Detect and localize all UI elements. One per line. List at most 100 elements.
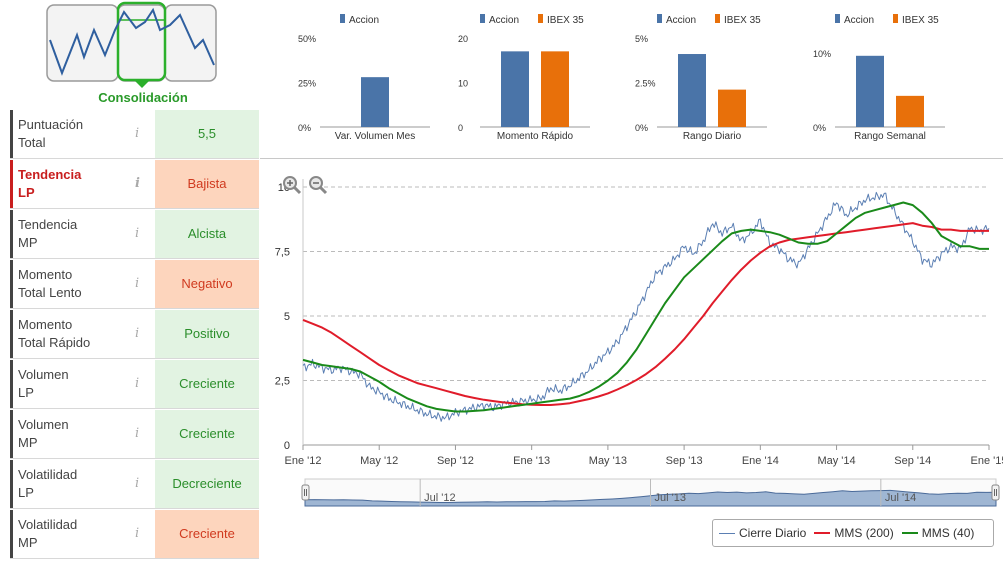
bar bbox=[501, 51, 529, 127]
legend-label: Accion bbox=[349, 15, 379, 26]
series-line bbox=[302, 191, 990, 422]
info-icon[interactable]: i bbox=[135, 376, 140, 391]
bar bbox=[718, 89, 746, 127]
indicator-name-line: Volumen bbox=[18, 417, 69, 432]
legend-swatch bbox=[835, 14, 840, 23]
indicator-row: Volumen MP i Creciente bbox=[10, 410, 259, 459]
navigator-label: Jul '12 bbox=[424, 492, 455, 504]
info-icon[interactable]: i bbox=[135, 526, 140, 541]
indicator-name: Momento Total Lento i bbox=[10, 260, 155, 308]
indicator-value: Negativo bbox=[155, 260, 259, 308]
x-tick-label: Sep '12 bbox=[437, 455, 474, 467]
info-icon[interactable]: i bbox=[135, 426, 140, 441]
phase-box-2[interactable] bbox=[117, 4, 166, 82]
legend-label: Accion bbox=[844, 15, 874, 26]
legend-line bbox=[719, 532, 735, 534]
info-icon[interactable]: i bbox=[135, 326, 140, 341]
x-tick-label: May '14 bbox=[817, 455, 855, 467]
legend-item[interactable]: MMS (40) bbox=[901, 526, 975, 540]
indicator-value: Creciente bbox=[155, 510, 259, 558]
legend-label: MMS (40) bbox=[921, 526, 975, 540]
legend-swatch bbox=[715, 14, 720, 23]
y-tick-label: 50% bbox=[298, 34, 316, 44]
legend-label: IBEX 35 bbox=[547, 15, 584, 26]
y-tick-label: 10% bbox=[813, 49, 831, 59]
market-phase-selector bbox=[0, 0, 260, 108]
indicator-name: Volatilidad MP i bbox=[10, 510, 155, 558]
info-icon[interactable]: i bbox=[135, 126, 140, 141]
indicator-value: Decreciente bbox=[155, 460, 259, 508]
phase-box-3[interactable] bbox=[164, 4, 217, 82]
indicator-name-line: Total Rápido bbox=[18, 335, 91, 350]
navigator-handle-body bbox=[301, 484, 310, 501]
info-icon[interactable]: i bbox=[135, 226, 140, 241]
y-tick-label: 2,5 bbox=[275, 376, 290, 388]
phase-icons bbox=[46, 1, 217, 88]
indicator-name-line: Volumen bbox=[18, 367, 69, 382]
mini-chart-svg: Accion IBEX 35 0% 2.5% 5% Rango Diario bbox=[635, 14, 767, 142]
legend-label: Accion bbox=[666, 15, 696, 26]
indicator-value: 5,5 bbox=[155, 110, 259, 158]
indicator-name-line: Total bbox=[18, 135, 46, 150]
navigator-handle[interactable] bbox=[991, 484, 1000, 501]
y-tick-label: 7,5 bbox=[275, 247, 290, 259]
indicator-name-line: Volatilidad bbox=[18, 467, 78, 482]
indicator-name-line: Volatilidad bbox=[18, 517, 78, 532]
y-tick-label: 0 bbox=[458, 123, 463, 133]
indicator-row: Volatilidad LP i Decreciente bbox=[10, 460, 259, 509]
indicator-name: Puntuación Total i bbox=[10, 110, 155, 158]
navigator-handle[interactable] bbox=[301, 484, 310, 501]
legend-swatch bbox=[480, 14, 485, 23]
x-tick-label: Sep '14 bbox=[894, 455, 931, 467]
indicator-row: Tendencia LP i Bajista bbox=[10, 160, 259, 209]
bar bbox=[856, 55, 884, 127]
indicator-name: Volumen LP i bbox=[10, 360, 155, 408]
series-line bbox=[302, 201, 989, 413]
indicator-row: Momento Total Rápido i Positivo bbox=[10, 310, 259, 359]
legend-item[interactable]: Cierre Diario bbox=[719, 526, 806, 540]
indicator-name-line: LP bbox=[18, 485, 34, 500]
phase-box-1[interactable] bbox=[46, 4, 119, 82]
info-icon[interactable]: i bbox=[135, 176, 140, 191]
indicator-name-line: MP bbox=[18, 235, 38, 250]
bar bbox=[541, 51, 569, 127]
chart-legend: Cierre Diario MMS (200) MMS (40) bbox=[712, 519, 994, 547]
x-tick-label: Ene '13 bbox=[513, 455, 550, 467]
bar bbox=[896, 95, 924, 127]
legend-line bbox=[814, 532, 831, 534]
indicator-row: Volatilidad MP i Creciente bbox=[10, 510, 259, 559]
x-tick-label: May '13 bbox=[589, 455, 627, 467]
indicator-name-line: Tendencia bbox=[18, 217, 78, 232]
indicator-name: Tendencia LP i bbox=[10, 160, 155, 208]
mini-chart-svg: Accion 0% 25% 50% Var. Volumen Mes bbox=[298, 14, 430, 142]
price-chart-panel: 0 2,5 5 7,5 10 Ene '12 May '12 Sep '12 Ene '13 Ma… bbox=[260, 158, 1003, 562]
indicator-name-line: Momento bbox=[18, 317, 73, 332]
mini-chart-svg: Accion IBEX 35 0% 10% Rango Semanal bbox=[813, 14, 945, 142]
indicator-name-line: Puntuación bbox=[18, 117, 84, 132]
indicator-name-line: MP bbox=[18, 435, 38, 450]
x-tick-label: Sep '13 bbox=[666, 455, 703, 467]
indicator-row: Tendencia MP i Alcista bbox=[10, 210, 259, 259]
x-tick-label: Ene '12 bbox=[285, 455, 322, 467]
zoom-in-icon[interactable] bbox=[282, 175, 302, 195]
indicator-name-line: Momento bbox=[18, 267, 73, 282]
y-tick-label: 0% bbox=[635, 123, 648, 133]
indicator-name-line: MP bbox=[18, 535, 38, 550]
info-icon[interactable]: i bbox=[135, 476, 140, 491]
y-tick-label: 2.5% bbox=[635, 79, 656, 89]
legend-swatch bbox=[538, 14, 543, 23]
navigator-handle-body bbox=[991, 484, 1000, 501]
phase-trend-line bbox=[49, 7, 215, 76]
mini-chart-title: Momento Rápido bbox=[497, 131, 574, 142]
zoom-out-icon[interactable] bbox=[308, 175, 328, 195]
y-tick-label: 0 bbox=[284, 440, 290, 452]
legend-item[interactable]: MMS (200) bbox=[814, 526, 894, 540]
indicator-value: Alcista bbox=[155, 210, 259, 258]
info-icon[interactable]: i bbox=[135, 276, 140, 291]
legend-swatch bbox=[893, 14, 898, 23]
indicator-name: Volatilidad LP i bbox=[10, 460, 155, 508]
legend-label: MMS (200) bbox=[834, 526, 894, 540]
x-tick-label: May '12 bbox=[360, 455, 398, 467]
x-tick-label: Ene '14 bbox=[742, 455, 779, 467]
